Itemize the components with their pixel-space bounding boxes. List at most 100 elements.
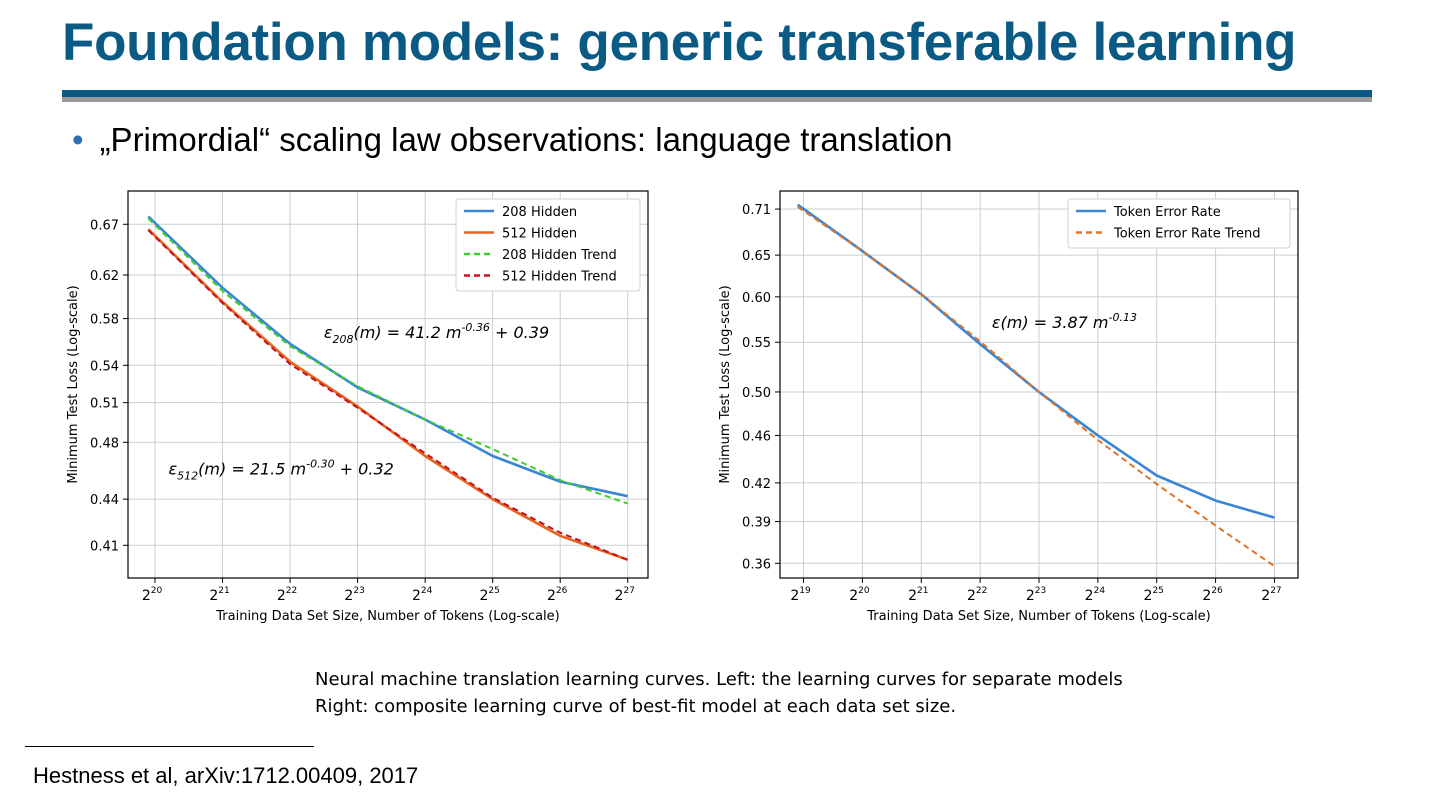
left-annotation-formula: (m) = 41.2 m <box>354 323 462 342</box>
footnote: Hestness et al, arXiv:1712.00409, 2017 <box>33 763 419 788</box>
left-annotation-tail: + 0.39 <box>490 323 549 342</box>
right-series-line-1 <box>796 203 1275 519</box>
left-annotation-symbol: ε <box>169 459 178 478</box>
caption-line-2: Right: composite learning curve of best-… <box>315 696 957 717</box>
left-legend-label-2: 512 Hidden <box>502 227 577 242</box>
left-annotation-subscript: 512 <box>177 469 198 482</box>
right-x-tick-exponent: 25 <box>1152 586 1163 596</box>
left-x-tick-exponent: 22 <box>286 586 297 596</box>
left-x-tick-exponent: 25 <box>488 586 499 596</box>
caption-line-1: Neural machine translation learning curv… <box>315 669 1123 690</box>
right-plot: 219 220 221 222 223 224 225 226 227 0.36 0.39 0.42 0… <box>718 190 1299 624</box>
left-x-tick-label: 225 <box>479 586 499 604</box>
left-legend-label-1: 208 Hidden <box>502 205 577 220</box>
right-y-tick-label: 0.42 <box>742 477 771 492</box>
left-x-tick-label: 227 <box>615 586 635 604</box>
right-annotation-1: ε(m) = 3.87 m-0.13 <box>992 311 1137 332</box>
bullet-text: „Primordial“ scaling law observations: l… <box>99 121 953 158</box>
right-y-tick-label: 0.50 <box>742 386 771 401</box>
right-y-axis-label: Minimum Test Loss (Log-scale) <box>718 285 733 483</box>
title-rule-gray <box>62 97 1372 102</box>
left-legend-label-4: 512 Hidden Trend <box>502 270 617 285</box>
chart-left-svg: 220 221 222 223 224 225 226 227 0.41 0.44 0.48 0.51… <box>66 190 649 624</box>
left-y-tick-label: 0.51 <box>90 397 119 412</box>
footnote-rule <box>25 746 314 747</box>
left-x-axis-label: Training Data Set Size, Number of Tokens… <box>215 609 560 624</box>
right-x-tick-exponent: 21 <box>917 586 928 596</box>
left-annotation-exponent: -0.30 <box>306 457 334 470</box>
left-y-tick-label: 0.58 <box>90 313 119 328</box>
left-x-tick-exponent: 21 <box>218 586 229 596</box>
left-annotation-exponent: -0.36 <box>461 321 489 334</box>
right-y-tick-label: 0.60 <box>742 291 771 306</box>
right-legend-box <box>1067 198 1291 249</box>
left-annotation-1: ε208(m) = 41.2 m-0.36 + 0.39 <box>324 321 549 346</box>
right-legend-label-2: Token Error Rate Trend <box>1113 227 1260 242</box>
left-legend-box <box>455 198 641 292</box>
left-annotation-formula: (m) = 21.5 m <box>198 459 306 478</box>
left-series-line-1 <box>147 215 628 498</box>
right-annotation-formula: ε(m) = 3.87 m <box>992 313 1109 332</box>
left-y-tick-label: 0.67 <box>90 218 119 233</box>
left-x-tick-exponent: 24 <box>421 586 433 596</box>
left-x-tick-label: 223 <box>344 586 364 604</box>
right-x-tick-label: 221 <box>908 586 928 604</box>
right-x-tick-label: 225 <box>1144 586 1164 604</box>
right-x-tick-label: 222 <box>967 586 987 604</box>
right-x-tick-exponent: 26 <box>1211 586 1223 596</box>
right-y-tick-label: 0.55 <box>742 336 771 351</box>
left-legend-label-3: 208 Hidden Trend <box>502 248 617 263</box>
left-y-tick-label: 0.62 <box>90 269 119 284</box>
left-x-tick-label: 220 <box>142 586 163 604</box>
right-y-tick-label: 0.71 <box>742 203 771 218</box>
chart-right-svg: 219 220 221 222 223 224 225 226 227 0.36 0.39 0.42 0… <box>718 190 1299 624</box>
right-legend-label-1: Token Error Rate <box>1113 205 1221 220</box>
left-x-tick-exponent: 23 <box>353 586 364 596</box>
left-x-tick-label: 224 <box>412 586 433 604</box>
left-series-line-2 <box>147 228 629 562</box>
right-frame <box>779 190 1299 579</box>
left-y-tick-label: 0.41 <box>90 539 119 554</box>
right-y-tick-label: 0.46 <box>742 429 771 444</box>
left-y-tick-label: 0.48 <box>90 436 119 451</box>
right-x-tick-exponent: 22 <box>976 586 987 596</box>
left-y-axis-label: Minimum Test Loss (Log-scale) <box>66 285 81 483</box>
figure-caption: Neural machine translation learning curv… <box>315 666 1123 720</box>
left-series-line-3 <box>147 217 629 505</box>
left-plot: 220 221 222 223 224 225 226 227 0.41 0.44 0.48 0.51… <box>66 190 649 624</box>
left-y-tick-label: 0.44 <box>90 493 119 508</box>
title-rule-blue <box>62 90 1372 97</box>
right-annotation-exponent: -0.13 <box>1109 311 1137 324</box>
right-x-axis-label: Training Data Set Size, Number of Tokens… <box>866 609 1211 624</box>
right-x-tick-label: 227 <box>1261 586 1281 604</box>
right-y-tick-label: 0.36 <box>742 557 771 572</box>
bullet-dot-icon: • <box>72 121 84 158</box>
left-frame <box>127 190 649 579</box>
right-x-tick-label: 220 <box>849 586 870 604</box>
right-series-line-2 <box>797 206 1276 568</box>
right-x-tick-label: 224 <box>1085 586 1106 604</box>
left-x-tick-exponent: 26 <box>556 586 568 596</box>
chart-left: 220 221 222 223 224 225 226 227 0.41 0.44 0.48 0.51… <box>60 182 660 637</box>
right-x-tick-exponent: 24 <box>1094 586 1106 596</box>
left-x-tick-label: 221 <box>209 586 229 604</box>
right-x-tick-exponent: 19 <box>799 586 811 596</box>
left-annotation-2: ε512(m) = 21.5 m-0.30 + 0.32 <box>169 457 394 482</box>
right-x-tick-label: 226 <box>1202 586 1223 604</box>
right-x-tick-exponent: 23 <box>1035 586 1046 596</box>
left-x-tick-label: 222 <box>277 586 297 604</box>
left-annotation-subscript: 208 <box>333 333 354 346</box>
left-x-tick-exponent: 27 <box>623 586 634 596</box>
right-x-tick-label: 223 <box>1026 586 1046 604</box>
right-y-tick-label: 0.39 <box>742 516 771 531</box>
right-x-tick-exponent: 20 <box>858 586 870 596</box>
left-x-tick-exponent: 20 <box>151 586 163 596</box>
left-x-tick-label: 226 <box>547 586 568 604</box>
right-x-tick-label: 219 <box>790 586 811 604</box>
right-y-tick-label: 0.65 <box>742 249 771 264</box>
left-annotation-tail: + 0.32 <box>335 459 394 478</box>
right-x-tick-exponent: 27 <box>1270 586 1281 596</box>
left-series-line-4 <box>147 229 629 561</box>
left-y-tick-label: 0.54 <box>90 359 119 374</box>
chart-right: 219 220 221 222 223 224 225 226 227 0.36 0.39 0.42 0… <box>712 182 1312 637</box>
